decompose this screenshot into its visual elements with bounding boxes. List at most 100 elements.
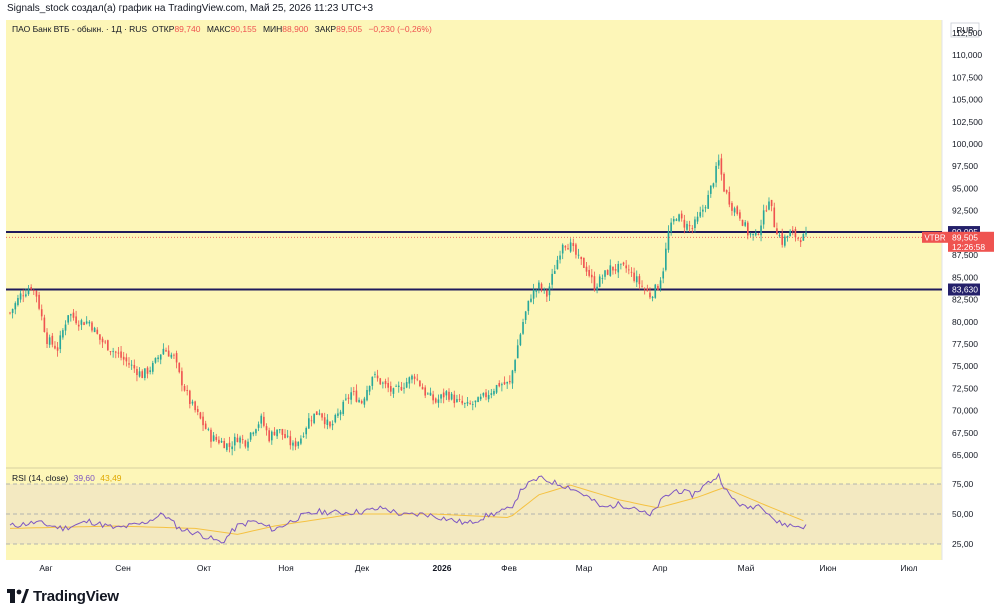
candle-body [654,284,657,298]
candle-body [683,219,686,228]
candle-body [363,398,366,405]
candle-body [374,374,376,375]
candle-body [345,398,347,400]
candle-body [501,384,503,386]
candle-body [569,242,572,252]
candle-body [284,434,286,439]
candle-body [606,269,609,275]
candle-body [376,375,379,379]
candle-body [101,338,104,343]
legend-change: −0,230 (−0,26%) [368,24,431,34]
candle-body [210,429,212,442]
candle-body [207,429,210,430]
candle-body [659,280,662,289]
price-tag-ticker: VTBR [924,233,946,242]
candle-body [630,271,633,273]
candle-body [411,375,413,380]
candle-body [22,295,25,297]
level-tag [948,283,980,296]
candle-body [657,285,659,290]
candle-body [543,288,546,290]
y-tick-label: 107,500 [952,72,983,82]
candle-body [413,376,416,379]
candle-body [350,392,352,400]
candle-body [604,270,606,277]
y-tick-label: 70,000 [952,406,978,416]
candle-body [519,334,522,346]
candle-body [167,350,170,357]
y-tick-label: 102,500 [952,117,983,127]
candle-body [432,394,434,401]
candle-body [580,256,583,260]
candle-body [784,236,786,246]
candle-body [128,363,130,365]
candle-body [308,418,310,429]
candle-body [453,394,456,404]
candle-body [686,223,688,230]
candle-body [516,345,519,359]
currency-box[interactable] [950,22,980,38]
candle-body [257,424,260,428]
candle-body [736,206,739,214]
candle-body [212,435,215,442]
candle-body [612,266,614,271]
candle-body [739,212,741,219]
candle-body [25,294,27,297]
candle-body [339,411,342,415]
candle-body [14,303,17,310]
candle-body [62,330,64,338]
candle-body [331,423,334,426]
candle-body [255,429,257,434]
x-tick-label: 2026 [433,563,452,573]
x-tick-label: Апр [653,563,668,573]
candle-body [80,320,83,325]
candle-body [387,383,389,388]
tradingview-branding[interactable]: TradingView [7,587,119,605]
candle-body [479,396,482,400]
candle-body [691,227,694,229]
candle-body [588,269,590,276]
candle-body [585,266,588,272]
candle-body [300,438,302,444]
candle-body [778,235,781,237]
y-tick-label: 67,500 [952,428,978,438]
candle-body [469,403,471,404]
candle-body [379,378,382,385]
candle-body [416,378,419,380]
candle-body [799,240,802,243]
x-tick-label: Ноя [278,563,294,573]
candle-body [598,276,601,287]
candle-body [482,392,485,396]
candle-body [720,158,723,175]
candle-body [159,354,162,360]
candle-body [680,213,683,219]
candle-body [109,351,112,353]
candle-body [99,334,101,340]
candle-body [360,400,363,404]
candle-body [567,248,569,250]
candle-body [514,360,516,372]
candle-body [524,311,527,321]
chart-frame[interactable]: ПАО Банк ВТБ - обыкн. · 1Д · RUS ОТКР89,… [6,20,994,578]
candle-body [765,210,768,212]
candle-body [170,354,173,358]
candle-body [91,322,93,331]
candle-body [9,312,11,314]
candle-body [577,254,580,256]
candle-body [154,357,157,363]
candle-body [527,300,530,312]
candle-body [175,353,178,363]
candle-body [186,390,189,392]
candle-body [302,436,305,438]
time-axis[interactable] [6,560,994,578]
candle-body [551,273,553,285]
candle-body [239,437,241,443]
candle-body [114,351,117,353]
candle-body [665,248,667,270]
candle-body [315,411,318,415]
candle-body [249,432,252,440]
candle-body [278,429,281,431]
candle-body [704,207,707,209]
candle-body [56,347,59,351]
price-pane[interactable] [6,20,942,468]
